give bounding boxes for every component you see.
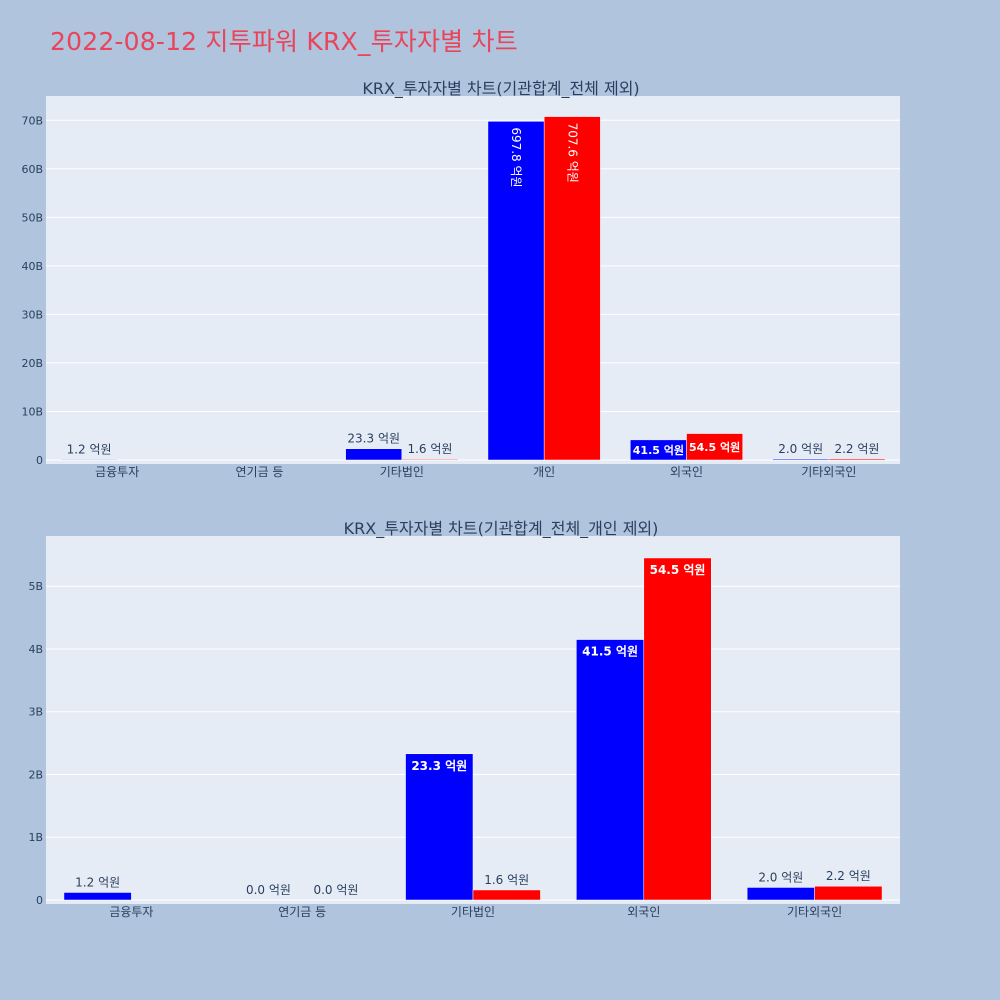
y-tick-label: 50B bbox=[21, 211, 43, 224]
bar bbox=[63, 892, 132, 901]
bar bbox=[686, 433, 743, 461]
chart-panel-1: 0 10B 20B 30B 40B 50B 60B 70B KRX_투자자별 차트(기관합계_전… bbox=[21, 79, 900, 479]
data-label: 1.6 억원 bbox=[484, 873, 529, 887]
bar bbox=[60, 459, 118, 461]
y-tick-label: 20B bbox=[21, 357, 43, 370]
bar bbox=[746, 887, 815, 901]
data-label: 41.5 억원 bbox=[582, 645, 638, 659]
chart-panel-2: 0 1B 2B 3B 4B 5B KRX_투자자별 차트(기관합계_전체_개인 제외) 금융투… bbox=[28, 519, 900, 919]
x-tick-label: 기타외국인 bbox=[787, 905, 842, 919]
bar bbox=[405, 753, 474, 901]
y-tick-label: 0 bbox=[36, 894, 43, 907]
data-label: 2.0 억원 bbox=[778, 442, 823, 456]
data-label: 41.5 억원 bbox=[633, 443, 684, 457]
x-tick-label: 연기금 등 bbox=[278, 905, 326, 919]
bar bbox=[543, 116, 601, 461]
y-tick-label: 1B bbox=[28, 831, 43, 844]
y-tick-label: 0 bbox=[36, 454, 43, 467]
x-tick-label: 연기금 등 bbox=[236, 465, 284, 479]
y-tick-label: 70B bbox=[21, 114, 43, 127]
x-tick-label: 외국인 bbox=[670, 465, 703, 479]
page-title: 2022-08-12 지투파워 KRX_투자자별 차트 bbox=[50, 27, 518, 56]
bar bbox=[576, 639, 645, 901]
x-tick-label: 기타법인 bbox=[380, 465, 424, 479]
x-tick-label: 기타외국인 bbox=[801, 465, 856, 479]
data-label: 54.5 억원 bbox=[650, 563, 706, 577]
data-label: 1.2 억원 bbox=[67, 442, 112, 456]
bar bbox=[828, 458, 886, 461]
x-tick-label: 금융투자 bbox=[95, 465, 139, 479]
plot-area bbox=[46, 96, 900, 464]
y-tick-label: 40B bbox=[21, 260, 43, 273]
data-label: 54.5 억원 bbox=[689, 440, 740, 454]
y-tick-label: 3B bbox=[28, 706, 43, 719]
y-tick-label: 5B bbox=[28, 580, 43, 593]
data-label: 707.6 억원 bbox=[565, 123, 579, 183]
data-label: 2.0 억원 bbox=[758, 870, 803, 884]
bar bbox=[345, 448, 403, 461]
y-tick-label: 10B bbox=[21, 405, 43, 418]
data-label: 2.2 억원 bbox=[834, 442, 879, 456]
x-tick-label: 외국인 bbox=[627, 905, 660, 919]
subplot-title: KRX_투자자별 차트(기관합계_전체 제외) bbox=[362, 79, 639, 99]
data-label: 0.0 억원 bbox=[313, 883, 358, 897]
bar bbox=[401, 458, 459, 461]
x-tick-label: 기타법인 bbox=[451, 905, 495, 919]
data-label: 0.0 억원 bbox=[246, 883, 291, 897]
bar bbox=[643, 557, 712, 901]
y-tick-label: 2B bbox=[28, 768, 43, 781]
subplot-title: KRX_투자자별 차트(기관합계_전체_개인 제외) bbox=[344, 519, 659, 539]
data-label: 2.2 억원 bbox=[826, 869, 871, 883]
bar bbox=[487, 121, 545, 461]
x-tick-label: 금융투자 bbox=[109, 905, 153, 919]
bar bbox=[472, 889, 541, 901]
data-label: 1.2 억원 bbox=[75, 875, 120, 889]
y-tick-label: 4B bbox=[28, 643, 43, 656]
bar bbox=[814, 885, 883, 901]
data-label: 697.8 억원 bbox=[509, 127, 523, 187]
y-tick-label: 60B bbox=[21, 163, 43, 176]
x-tick-label: 개인 bbox=[533, 465, 555, 479]
data-label: 1.6 억원 bbox=[407, 442, 452, 456]
data-label: 23.3 억원 bbox=[347, 432, 400, 446]
data-label: 23.3 억원 bbox=[411, 759, 467, 773]
bar bbox=[772, 458, 830, 461]
y-tick-label: 30B bbox=[21, 308, 43, 321]
